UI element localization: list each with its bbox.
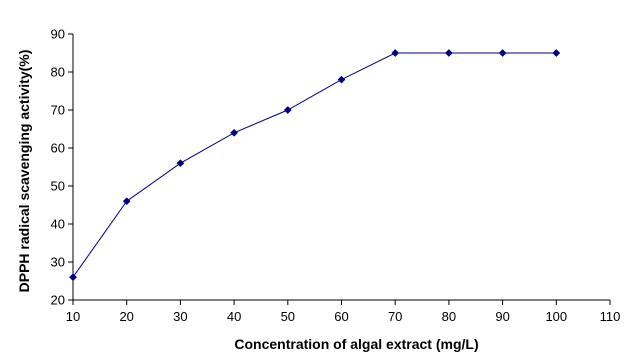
x-tick-label: 80 [442, 309, 456, 324]
x-tick-label: 60 [334, 309, 348, 324]
x-ticks: 10 20 30 40 50 60 70 80 90 100 110 [66, 300, 621, 324]
data-point-marker [444, 49, 453, 57]
data-point-marker [498, 49, 507, 57]
y-ticks: 20 30 40 50 60 70 80 90 [51, 27, 73, 308]
x-axis-title: Concentration of algal extract (mg/L) [234, 336, 478, 352]
x-tick-label: 90 [495, 309, 509, 324]
data-point-marker [230, 128, 239, 137]
y-tick-label: 70 [51, 103, 65, 118]
x-tick-label: 10 [66, 309, 80, 324]
y-tick-label: 40 [51, 217, 65, 232]
data-point-marker [283, 106, 292, 114]
data-point-marker [391, 49, 400, 57]
x-tick-label: 110 [600, 309, 621, 324]
data-point-marker [176, 159, 185, 168]
data-point-marker [552, 49, 561, 57]
y-axis-title: DPPH radical scavenging activity(%) [16, 50, 32, 293]
y-tick-label: 90 [51, 27, 65, 42]
y-tick-label: 60 [51, 141, 65, 156]
x-tick-label: 40 [227, 309, 241, 324]
y-tick-label: 20 [51, 293, 65, 308]
y-tick-label: 30 [51, 255, 65, 270]
series-line [72, 52, 557, 278]
x-tick-label: 30 [173, 309, 187, 324]
x-tick-label: 100 [545, 309, 567, 324]
y-tick-label: 80 [51, 65, 65, 80]
data-point-marker [337, 75, 346, 84]
series [69, 49, 561, 282]
x-tick-label: 70 [388, 309, 402, 324]
axes [72, 34, 610, 301]
x-tick-label: 50 [281, 309, 295, 324]
y-tick-label: 50 [51, 179, 65, 194]
data-point-marker [122, 197, 131, 206]
x-tick-label: 20 [119, 309, 133, 324]
data-point-marker [69, 273, 77, 282]
